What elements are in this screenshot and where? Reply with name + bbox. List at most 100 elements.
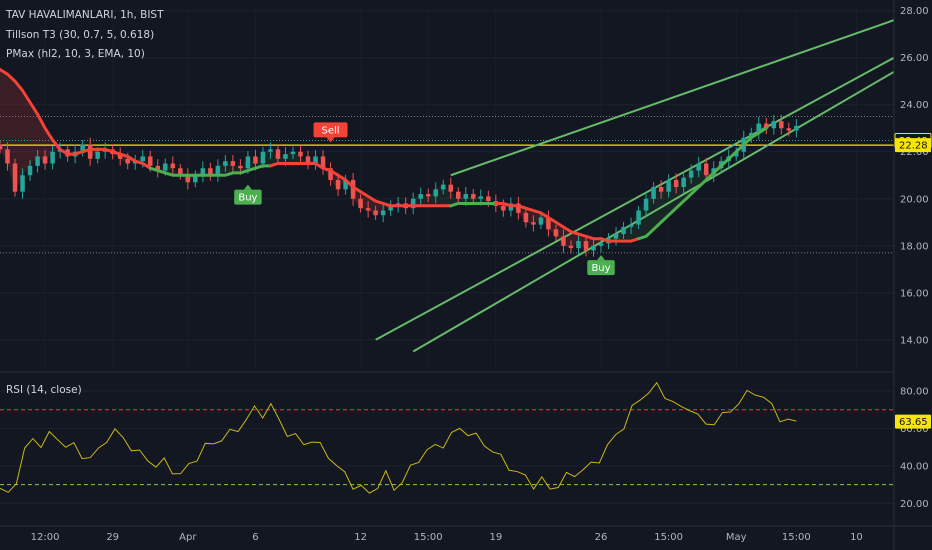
candle-body: [87, 144, 93, 159]
candle-body: [245, 156, 251, 169]
candle-body: [523, 212, 529, 223]
candle-body: [651, 187, 656, 199]
candle-body: [591, 245, 596, 251]
channel-line-lower[interactable]: [412, 70, 895, 353]
rsi-series: [0, 381, 797, 494]
candle-body: [779, 121, 784, 129]
rsi-axis[interactable]: 20.00 40.00 60.00 80.00 63.65: [895, 386, 931, 510]
candle-body: [553, 229, 559, 237]
rsi-bands: [0, 409, 894, 486]
rsi-axis-badge: [895, 414, 931, 429]
cloud-segment: [450, 191, 459, 206]
candle-body: [193, 175, 198, 183]
candle-body: [471, 194, 476, 199]
pmax-segment-up: [637, 126, 768, 241]
candle-body: [688, 170, 694, 178]
symbol-title[interactable]: TAV HAVALIMANLARI, 1h, BIST: [5, 9, 164, 21]
candle-body: [170, 163, 176, 169]
candle-body: [358, 198, 363, 209]
candle-body: [388, 205, 393, 211]
candle-body: [178, 168, 183, 176]
candle-body: [516, 203, 521, 213]
candle-body: [313, 156, 318, 164]
candle-body: [636, 210, 641, 225]
signal-pointer: [597, 255, 606, 261]
candle-body: [749, 132, 754, 138]
rsi-tick-label: 80.00: [900, 386, 929, 397]
indicator-pmax[interactable]: PMax (hl2, 10, 3, EMA, 10): [6, 48, 145, 60]
candle-body: [253, 156, 258, 164]
rsi-axis-badge-label: 63.65: [899, 417, 928, 428]
candle-body: [305, 156, 311, 164]
cloud-segment: [270, 149, 278, 166]
price-axis-badge-label-pmax-level: 22.28: [899, 141, 928, 152]
candle-body: [696, 163, 701, 171]
candle-body: [260, 151, 266, 164]
pmax-segment-down: [0, 67, 152, 170]
signal-label-buy: Buy: [238, 193, 257, 204]
signal-pointer: [326, 137, 335, 143]
candle-body: [320, 156, 326, 169]
trend-channel-lines[interactable]: [375, 19, 895, 353]
cloud-segment: [30, 102, 38, 166]
time-tick-label: 12:00: [31, 532, 60, 543]
candle-body: [0, 144, 3, 150]
candle-body: [733, 151, 739, 157]
candle-body: [756, 123, 762, 133]
candle-body: [478, 196, 484, 199]
candle-body: [666, 179, 671, 192]
signal-badge-buy: [587, 260, 615, 276]
candle-body: [621, 226, 626, 235]
time-tick-label: 15:00: [654, 532, 683, 543]
candle-body: [425, 194, 431, 197]
candle-body: [147, 156, 153, 166]
candle-body: [576, 241, 581, 249]
price-tick-label: 22.00: [900, 147, 929, 158]
cloud-segment: [533, 210, 541, 225]
time-tick-label: 15:00: [414, 532, 443, 543]
time-tick-label: 15:00: [782, 532, 811, 543]
candle-body: [771, 121, 777, 129]
candle-body: [456, 191, 461, 199]
price-axis[interactable]: 14.00 16.00 18.00 20.00 22.00 24.00 26.00 28.00…: [894, 6, 932, 346]
candle-body: [290, 151, 296, 155]
channel-line-middle[interactable]: [375, 56, 895, 341]
time-tick-label: May: [726, 532, 747, 543]
candle-body: [546, 217, 551, 230]
price-axis-badge-pmax-level: [895, 138, 931, 153]
candle-body: [561, 236, 566, 246]
price-tick-label: 14.00: [900, 335, 929, 346]
price-grid: [0, 6, 894, 368]
rsi-tick-label: 20.00: [900, 499, 929, 510]
price-pane[interactable]: Buy Sell Buy: [0, 6, 895, 368]
candle-body: [373, 210, 378, 216]
candle-body: [703, 163, 709, 176]
candle-body: [418, 194, 423, 199]
candle-body: [230, 161, 236, 166]
channel-line-upper[interactable]: [450, 19, 895, 177]
pmax-segment-down: [494, 201, 641, 243]
time-tick-label: 12: [354, 532, 367, 543]
candle-body: [568, 245, 574, 249]
time-tick-label: 19: [489, 532, 502, 543]
time-tick-label: 26: [595, 532, 608, 543]
candle-body: [117, 154, 123, 159]
rsi-pane[interactable]: [0, 381, 894, 504]
candle-body: [283, 154, 288, 159]
candle-body: [12, 163, 18, 192]
candle-body: [463, 194, 469, 199]
indicator-tillson-t3[interactable]: Tillson T3 (30, 0.7, 5, 0.618): [5, 29, 154, 41]
candle-body: [350, 179, 356, 199]
candle-body: [298, 151, 303, 157]
price-tick-label: 26.00: [900, 53, 929, 64]
price-tick-label: 16.00: [900, 288, 929, 299]
candle-body: [27, 165, 33, 176]
candle-body: [268, 149, 273, 152]
candle-body: [223, 161, 228, 166]
candle-body: [238, 165, 243, 169]
indicator-rsi[interactable]: RSI (14, close): [6, 384, 82, 396]
pmax-segment-up: [449, 201, 498, 208]
